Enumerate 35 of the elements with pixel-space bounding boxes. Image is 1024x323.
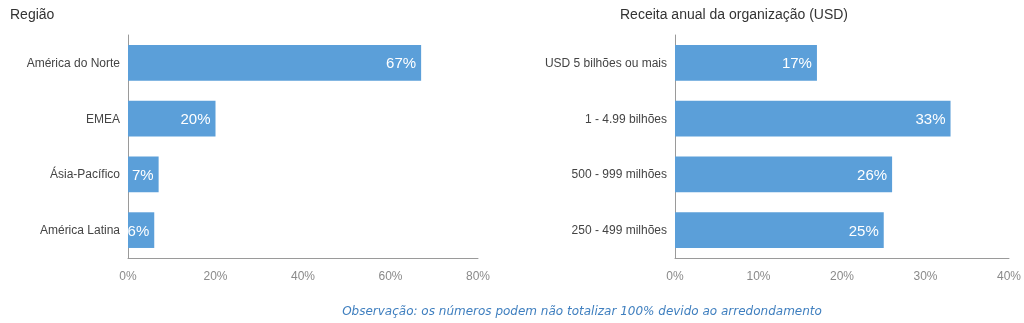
x-tick-label: 20% [203, 269, 228, 283]
y-tick-label: USD 5 bilhões ou mais [544, 55, 667, 70]
x-tick-label: 80% [465, 269, 491, 283]
x-tick-label: 20% [829, 269, 855, 283]
x-tick-label: 0% [666, 269, 684, 283]
y-tick-label: Ásia-Pacífico [49, 166, 121, 182]
bar [675, 156, 893, 193]
x-tick-label: 40% [996, 269, 1022, 283]
x-tick-label: 60% [378, 269, 403, 283]
y-tick-label: EMEA [85, 111, 120, 126]
text: Observação: os números podem não totalizar 100% devido ao arredondamento [341, 304, 823, 318]
data-label: 25% [848, 221, 879, 239]
bar [675, 45, 817, 81]
data-label: 6% [127, 221, 150, 239]
data-label: 7% [131, 165, 154, 183]
y-tick-label: 1 - 4.99 bilhões [584, 111, 667, 126]
y-tick-label: 250 - 499 milhões [571, 223, 667, 238]
x-tick-label: 0% [119, 269, 137, 283]
data-label: 33% [915, 110, 946, 128]
y-tick-label: América do Norte [26, 55, 121, 70]
chart-title: Receita anual da organização (USD) [620, 6, 849, 22]
x-tick-label: 30% [913, 269, 938, 283]
data-label: 26% [857, 165, 888, 183]
y-tick-label: América Latina [39, 223, 121, 238]
bar [128, 100, 216, 137]
y-tick-label: 500 - 999 milhões [571, 167, 667, 182]
chart-title: Região [10, 6, 55, 22]
bar [128, 45, 422, 81]
data-label: 67% [386, 54, 417, 72]
data-label: 17% [781, 54, 812, 72]
bar [675, 100, 951, 137]
x-tick-label: 40% [290, 269, 316, 283]
x-tick-label: 10% [746, 269, 771, 283]
data-label: 20% [180, 110, 211, 128]
bar [675, 212, 884, 248]
